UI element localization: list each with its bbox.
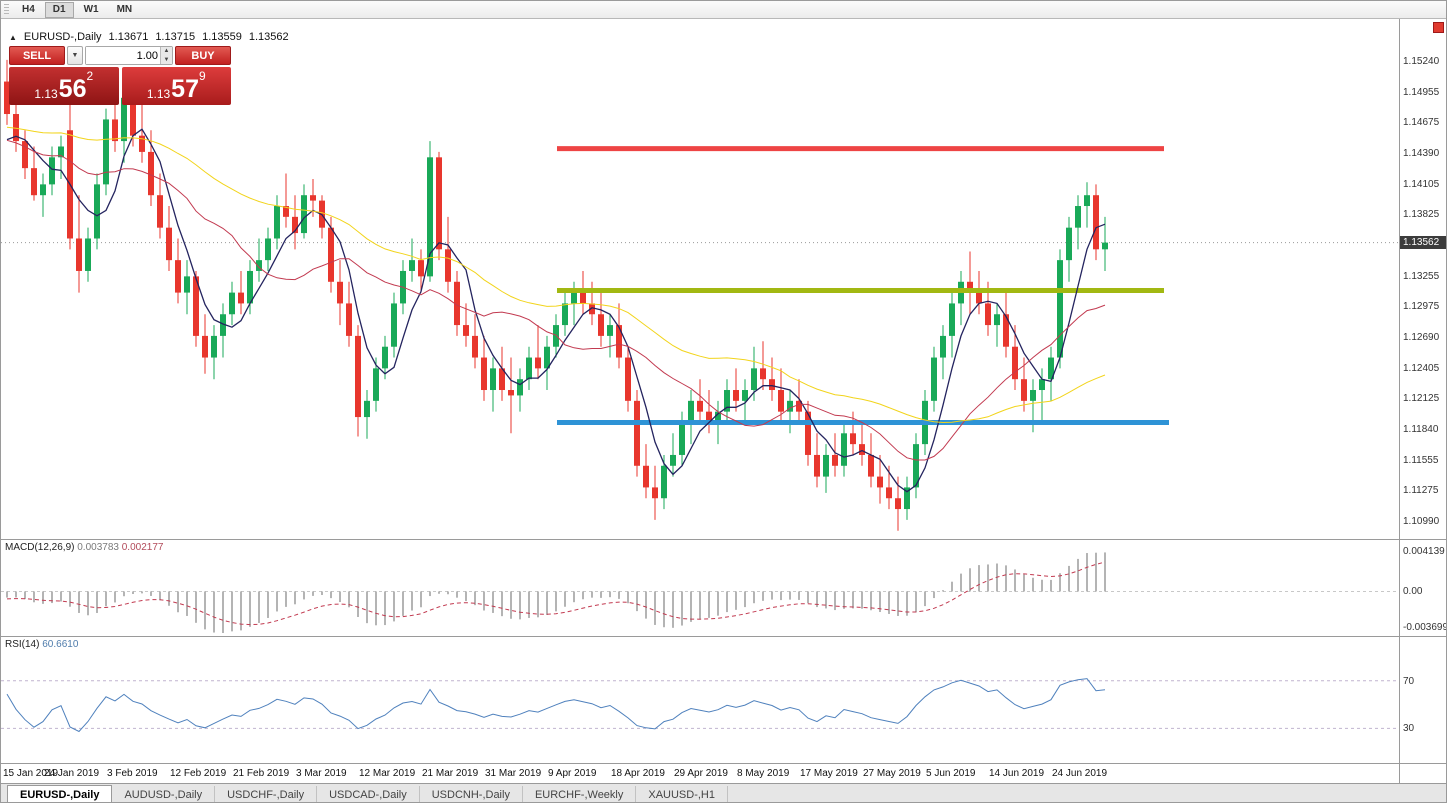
sell-price-box[interactable]: 1.13 56 2 xyxy=(9,67,119,105)
tf-button-mn[interactable]: MN xyxy=(116,3,133,15)
rsi-name: RSI(14) xyxy=(5,639,40,650)
chart-ohlc-header: ▲ EURUSD-,Daily 1.13671 1.13715 1.13559 … xyxy=(9,31,289,43)
macd-label: MACD(12,26,9) 0.003783 0.002177 xyxy=(5,542,163,553)
price-axis[interactable]: 1.13562 1.15240 1.14955 1.14675 1.14390 1.14… xyxy=(1399,19,1446,539)
tab-usdcad-daily[interactable]: USDCAD-,Daily xyxy=(317,786,420,802)
rsi-chart[interactable] xyxy=(1,637,1399,764)
date-axis-label: 3 Feb 2019 xyxy=(107,768,158,779)
price-axis-label: 1.13255 xyxy=(1403,270,1440,282)
date-axis-label: 24 Jan 2019 xyxy=(44,768,100,779)
macd-panel: MACD(12,26,9) 0.003783 0.002177 0.004139… xyxy=(1,539,1447,637)
tf-button-h4[interactable]: H4 xyxy=(22,3,35,15)
date-axis-label: 27 May 2019 xyxy=(863,768,921,779)
current-price-badge: 1.13562 xyxy=(1400,235,1446,249)
tf-button-d1[interactable]: D1 xyxy=(44,1,74,18)
sell-price-pips: 56 xyxy=(58,75,87,103)
time-axis-corner xyxy=(1399,764,1446,784)
volume-spinner[interactable]: ▲ ▼ xyxy=(160,47,172,64)
macd-axis-label: -0.003699 xyxy=(1403,622,1447,634)
ohlc-open: 1.13671 xyxy=(108,31,149,43)
date-axis-label: 17 May 2019 xyxy=(800,768,858,779)
timeframe-toolbar: H4 D1 W1 MN xyxy=(1,1,1446,19)
rsi-panel: RSI(14) 60.6610 70 30 xyxy=(1,636,1446,764)
chart-tab-bar: EURUSD-,Daily AUDUSD-,Daily USDCHF-,Daily U… xyxy=(1,783,1446,802)
rsi-axis-label: 70 xyxy=(1403,675,1415,687)
price-axis-label: 1.11555 xyxy=(1403,454,1439,466)
ohlc-low: 1.13559 xyxy=(202,31,242,43)
tab-usdchf-daily[interactable]: USDCHF-,Daily xyxy=(215,786,318,802)
buy-price-box[interactable]: 1.13 57 9 xyxy=(121,67,231,105)
macd-name: MACD(12,26,9) xyxy=(5,542,75,553)
time-axis[interactable]: 15 Jan 2019 24 Jan 2019 3 Feb 2019 12 Feb 2… xyxy=(1,763,1446,784)
tab-xauusd-h1[interactable]: XAUUSD-,H1 xyxy=(636,786,728,802)
date-axis-label: 12 Mar 2019 xyxy=(359,768,416,779)
price-axis-label: 1.14390 xyxy=(1403,147,1440,159)
date-axis-label: 9 Apr 2019 xyxy=(548,768,597,779)
date-axis-label: 29 Apr 2019 xyxy=(674,768,728,779)
sell-price-main: 1.13 xyxy=(34,87,58,101)
macd-axis-label: 0.004139 xyxy=(1403,546,1445,558)
tab-eurusd-daily[interactable]: EURUSD-,Daily xyxy=(7,785,113,802)
date-axis-label: 3 Mar 2019 xyxy=(296,768,347,779)
date-axis-label: 21 Mar 2019 xyxy=(422,768,479,779)
macd-axis[interactable]: 0.004139 0.00 -0.003699 xyxy=(1399,540,1447,636)
price-axis-label: 1.15240 xyxy=(1403,55,1440,67)
macd-main-value: 0.003783 xyxy=(77,542,119,553)
buy-price-sup: 9 xyxy=(198,69,206,83)
price-axis-label: 1.14675 xyxy=(1403,117,1440,129)
date-axis-label: 5 Jun 2019 xyxy=(926,768,976,779)
price-chart[interactable] xyxy=(1,19,1399,539)
tab-audusd-daily[interactable]: AUDUSD-,Daily xyxy=(112,786,216,802)
volume-input[interactable] xyxy=(86,47,160,64)
chart-symbol-label: EURUSD-,Daily xyxy=(23,31,102,43)
macd-signal-value: 0.002177 xyxy=(121,542,164,553)
tf-button-w1[interactable]: W1 xyxy=(83,3,99,15)
order-type-dropdown[interactable]: ▼ xyxy=(67,46,83,65)
ohlc-close: 1.13562 xyxy=(248,31,289,43)
price-axis-label: 1.10990 xyxy=(1403,515,1440,527)
rsi-value: 60.6610 xyxy=(42,639,79,650)
price-axis-label: 1.12975 xyxy=(1403,301,1440,313)
price-axis-label: 1.13825 xyxy=(1403,209,1440,221)
price-chart-panel: ▲ EURUSD-,Daily 1.13671 1.13715 1.13559 … xyxy=(1,19,1446,539)
one-click-toggle-icon[interactable]: ▲ xyxy=(9,32,17,42)
rsi-axis-label: 30 xyxy=(1403,723,1415,735)
date-axis-label: 14 Jun 2019 xyxy=(989,768,1045,779)
buy-price-pips: 57 xyxy=(171,75,199,103)
price-axis-label: 1.12125 xyxy=(1403,393,1440,405)
ohlc-high: 1.13715 xyxy=(155,31,196,43)
date-axis-label: 21 Feb 2019 xyxy=(233,768,290,779)
sell-price-sup: 2 xyxy=(86,69,94,83)
rsi-axis[interactable]: 70 30 xyxy=(1399,637,1446,763)
volume-field-wrap: ▲▼ xyxy=(85,46,173,65)
sell-button[interactable]: SELL xyxy=(9,46,65,65)
tab-usdcnh-daily[interactable]: USDCNH-,Daily xyxy=(420,786,523,802)
date-axis-label: 15 Jan 2019 xyxy=(3,768,59,779)
date-axis-label: 12 Feb 2019 xyxy=(170,768,227,779)
price-axis-label: 1.11840 xyxy=(1403,423,1439,435)
price-axis-label: 1.11275 xyxy=(1403,485,1439,497)
buy-price-main: 1.13 xyxy=(146,87,171,101)
price-axis-label: 1.12690 xyxy=(1403,331,1440,343)
spinner-up-icon[interactable]: ▲ xyxy=(160,47,172,56)
tab-eurchf-weekly[interactable]: EURCHF-,Weekly xyxy=(523,786,637,802)
price-axis-label: 1.14105 xyxy=(1403,178,1440,190)
date-axis-label: 24 Jun 2019 xyxy=(1052,768,1108,779)
alert-marker-icon xyxy=(1433,22,1444,33)
macd-axis-label: 0.00 xyxy=(1403,586,1423,598)
date-axis-label: 18 Apr 2019 xyxy=(611,768,665,779)
buy-button[interactable]: BUY xyxy=(175,46,231,65)
price-axis-label: 1.14955 xyxy=(1403,86,1440,98)
macd-chart[interactable] xyxy=(1,540,1399,637)
rsi-label: RSI(14) 60.6610 xyxy=(5,639,78,650)
price-axis-label: 1.12405 xyxy=(1403,362,1440,374)
spinner-down-icon[interactable]: ▼ xyxy=(160,55,172,64)
toolbar-grip[interactable] xyxy=(4,3,9,16)
date-axis-label: 8 May 2019 xyxy=(737,768,790,779)
date-axis-label: 31 Mar 2019 xyxy=(485,768,542,779)
